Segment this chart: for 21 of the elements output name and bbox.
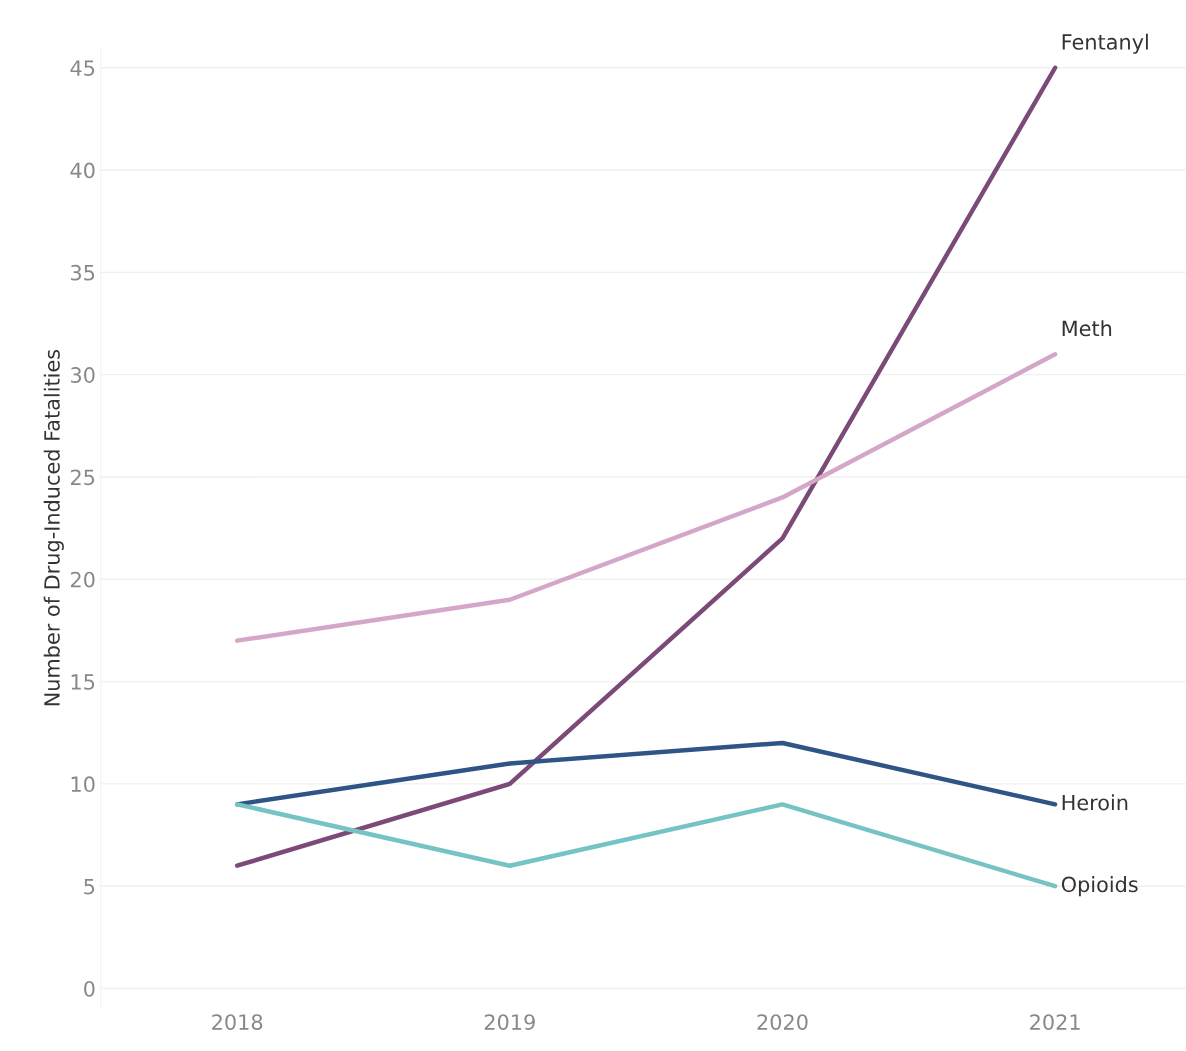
series-label: Meth	[1062, 320, 1112, 337]
y-tick-label: 5	[84, 878, 95, 895]
y-tick-label: 25	[70, 469, 95, 486]
x-tick-label: 2018	[212, 1014, 263, 1030]
x-tick-label: 2021	[1030, 1014, 1080, 1030]
x-tick-label: 2020	[757, 1014, 808, 1030]
series-label: Opioids	[1061, 876, 1138, 897]
y-axis-title: Number of Drug-Induced Fatalities	[43, 349, 64, 706]
y-tick-label: 20	[70, 571, 95, 588]
y-tick-label: 10	[71, 776, 95, 793]
line-series	[234, 351, 1058, 643]
y-tick-label: 30	[71, 367, 95, 383]
y-tick-label: 35	[71, 264, 95, 281]
y-tick-label: 45	[70, 60, 95, 76]
series-label: Heroin	[1062, 794, 1128, 811]
series-label: Fentanyl	[1062, 33, 1148, 54]
y-tick-label: 0	[84, 980, 95, 997]
x-tick-label: 2019	[484, 1014, 535, 1030]
y-tick-label: 15	[71, 674, 95, 690]
y-tick-label: 40	[70, 162, 95, 179]
line-series	[234, 65, 1058, 868]
